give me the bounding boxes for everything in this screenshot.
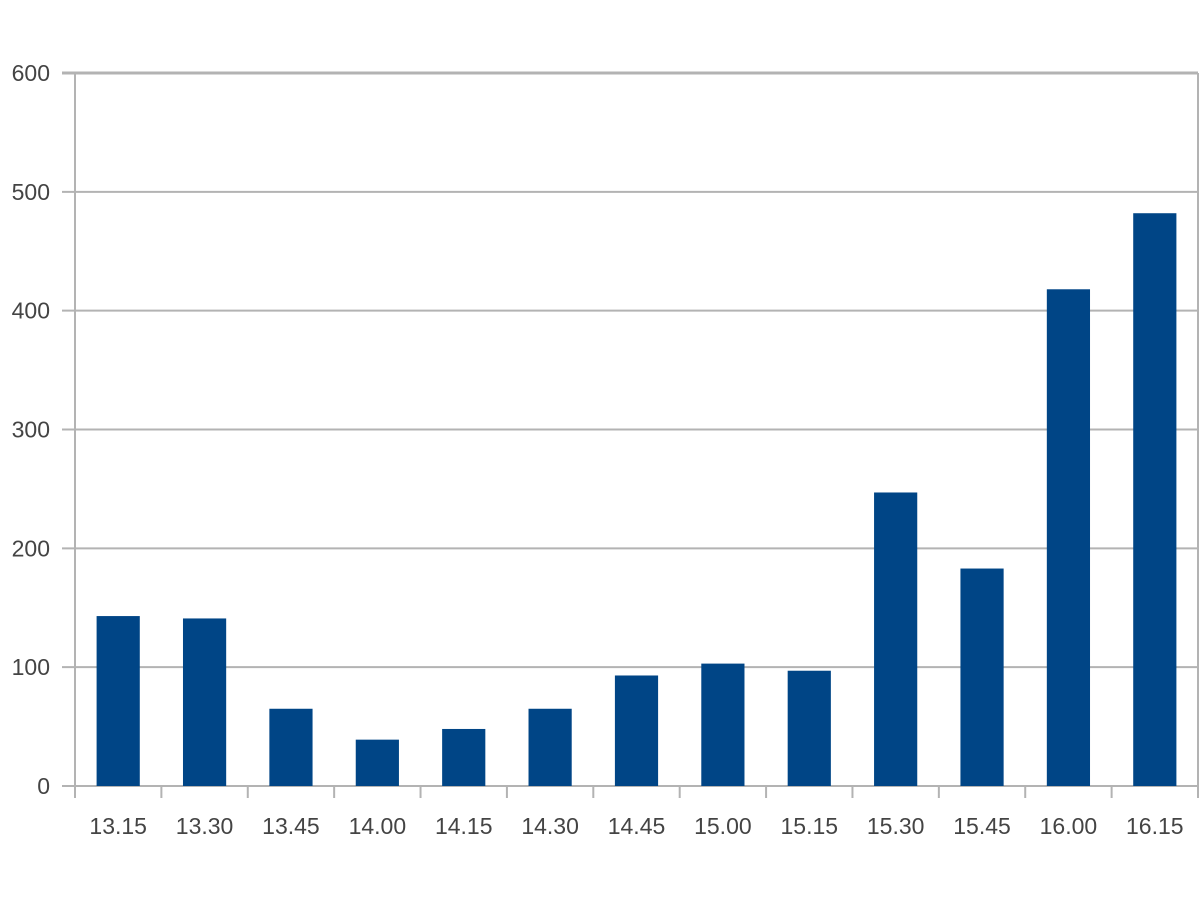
bar-13.45	[269, 708, 313, 786]
bar-15.30	[874, 492, 918, 786]
y-tick-label: 200	[12, 535, 50, 561]
bar-13.15	[96, 616, 140, 786]
y-tick-label: 0	[37, 773, 50, 799]
bar-14.30	[528, 708, 572, 786]
x-tick-label: 13.45	[262, 813, 320, 839]
x-tick-label: 14.00	[349, 813, 407, 839]
bar-15.00	[701, 663, 745, 786]
x-tick-labels: 13.15 13.30 13.45 14.00 14.15 14.30 14.45 15.00…	[89, 813, 1183, 839]
x-tick-label: 13.30	[176, 813, 234, 839]
bar-14.45	[614, 675, 659, 786]
bar-16.15	[1133, 213, 1177, 786]
x-tick-label: 15.45	[953, 813, 1011, 839]
bar-15.15	[787, 670, 831, 786]
x-tick-label: 16.15	[1126, 813, 1184, 839]
x-tick-label: 13.15	[89, 813, 147, 839]
y-tick-labels: 0 100 200 300 400 500 600	[12, 60, 50, 799]
gridlines	[62, 71, 1198, 787]
bar-14.00	[355, 739, 399, 786]
bar-14.15	[442, 728, 486, 786]
x-tick-label: 15.30	[867, 813, 925, 839]
x-tick-label: 14.15	[435, 813, 493, 839]
bar-16.00	[1046, 289, 1091, 786]
x-tick-label: 15.00	[694, 813, 752, 839]
bar-15.45	[960, 568, 1004, 786]
axes	[74, 73, 1199, 798]
x-tick-label: 14.45	[608, 813, 666, 839]
x-tick-label: 16.00	[1040, 813, 1098, 839]
y-tick-label: 500	[12, 179, 50, 205]
y-tick-label: 400	[12, 298, 50, 324]
y-tick-label: 300	[12, 417, 50, 443]
y-tick-label: 100	[12, 654, 50, 680]
y-tick-label: 600	[12, 60, 50, 86]
x-tick-label: 15.15	[780, 813, 838, 839]
bar-13.30	[182, 618, 227, 786]
bars	[96, 213, 1177, 786]
x-tick-label: 14.30	[521, 813, 579, 839]
